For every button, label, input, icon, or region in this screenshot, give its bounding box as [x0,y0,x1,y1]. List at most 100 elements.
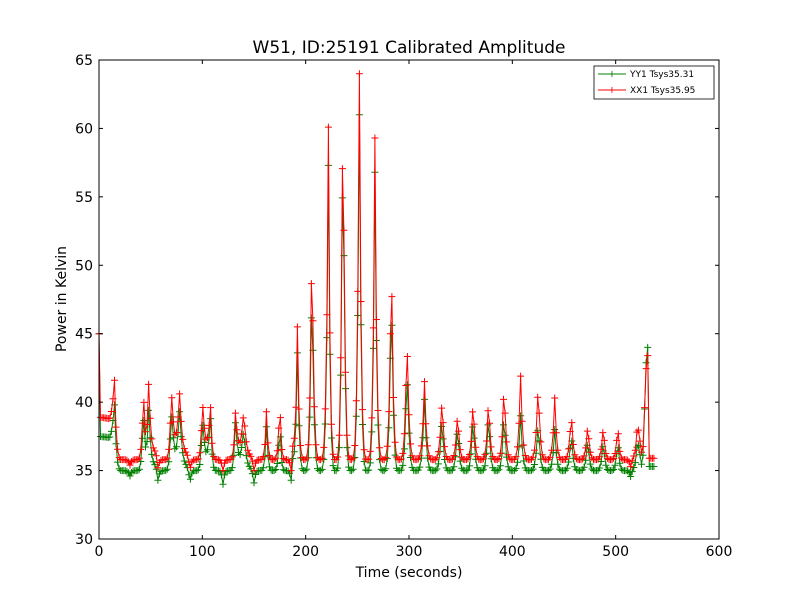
data-point [464,455,472,463]
y-tick-label: 55 [75,190,93,206]
data-point [134,456,142,464]
data-point [228,464,236,472]
x-tick-label: 300 [396,544,423,560]
data-point [414,455,422,463]
data-point [261,441,269,448]
data-point [309,317,317,325]
data-point [517,372,525,380]
data-point [554,446,562,454]
y-axis-label: Power in Kelvin [54,246,70,352]
data-point [493,456,501,464]
data-point [304,441,312,449]
data-point [372,316,380,323]
data-point [366,459,374,467]
data-point [301,467,309,475]
data-point [503,438,511,446]
data-point [210,452,218,460]
ticks-layer: 0 100 200 300 400 500 600 30 35 40 45 50 55 60 65 [75,53,732,560]
data-point [196,461,204,468]
data-point [400,445,408,453]
data-point [295,405,303,413]
data-point [532,429,540,436]
data-point [421,395,428,403]
data-point [279,466,287,474]
y-tick-label: 40 [75,395,93,411]
data-point [176,408,184,416]
data-point [531,461,538,468]
chart-title: W51, ID:25191 Calibrated Amplitude [253,38,566,58]
data-point [287,476,295,484]
data-point [548,460,556,468]
data-point [112,440,120,448]
y-tick-label: 65 [75,53,93,69]
data-point [194,455,202,463]
data-point [514,443,521,451]
data-point [196,449,204,457]
data-point [572,466,580,474]
data-point [603,454,611,462]
data-point [566,428,574,435]
data-point [140,398,148,406]
data-point [431,466,439,474]
data-point [236,451,244,459]
data-point [329,462,337,470]
data-point [287,467,295,475]
data-point [259,453,267,461]
data-point [596,464,604,472]
data-point [253,456,261,464]
data-point [194,466,202,474]
data-point [596,453,604,461]
data-point [397,466,405,474]
data-point [137,445,145,453]
data-point [555,465,563,473]
data-point [608,467,616,474]
data-point [244,446,252,454]
x-tick-label: 400 [499,544,526,560]
data-point [219,467,227,475]
data-point [470,434,478,442]
data-point [456,457,464,465]
data-point [214,456,222,464]
data-point [266,452,273,460]
data-point [323,311,331,319]
data-point [278,459,286,466]
data-point [279,455,287,462]
data-point [238,444,246,451]
data-point [252,471,260,478]
data-point [126,472,134,480]
data-point [399,449,407,457]
data-point [146,434,154,442]
data-point [453,417,461,425]
data-point [222,456,230,464]
data-point [611,450,619,457]
data-point [345,452,353,460]
data-point [534,393,542,401]
data-point [436,433,444,441]
data-point [357,298,365,305]
data-point [638,460,645,468]
data-point [627,463,635,471]
data-point [123,456,131,464]
data-point [390,411,397,419]
data-point [197,442,205,449]
data-point [369,324,377,332]
data-point [242,438,250,446]
data-point [628,457,636,465]
data-point [207,404,215,412]
data-point [114,445,122,453]
data-point [151,447,159,455]
data-point [368,428,376,436]
data-point [292,420,300,428]
data-point [462,456,470,464]
data-point [439,419,447,427]
data-point [186,475,194,483]
data-point [617,465,625,473]
data-point [180,457,188,465]
data-point [386,330,394,338]
data-point [306,394,314,402]
data-point [634,426,642,434]
data-point [345,463,353,471]
data-point [528,466,535,474]
data-point [479,466,487,474]
x-tick-label: 100 [189,544,216,560]
